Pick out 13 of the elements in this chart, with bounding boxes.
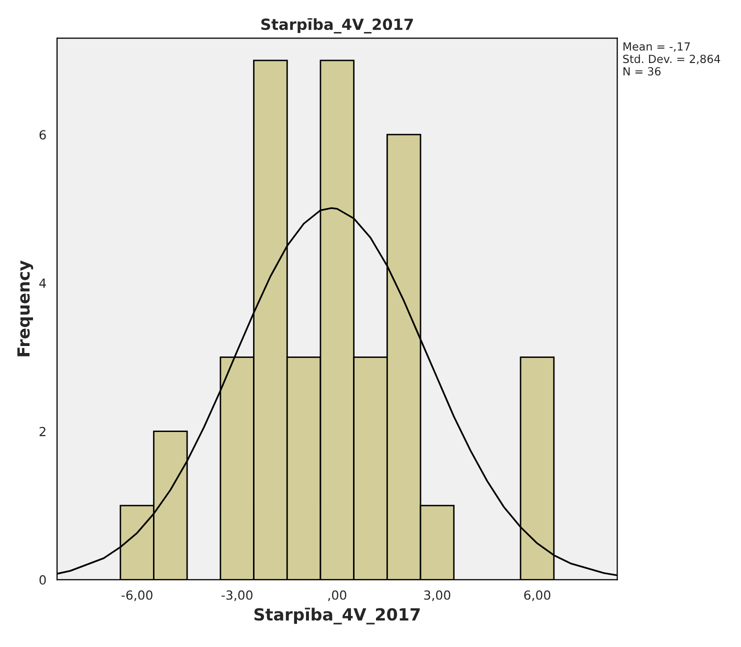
x-tick-label: ,00 (328, 590, 346, 602)
y-axis-title: Frequency (17, 260, 34, 356)
y-tick-label: 0 (40, 575, 46, 585)
chart-title: Starpība_4V_2017 (261, 18, 413, 34)
x-tick-label: -3,00 (222, 590, 252, 602)
y-tick-label: 6 (40, 130, 46, 140)
x-tick-label: 3,00 (424, 590, 450, 602)
y-tick-label: 4 (39, 278, 46, 288)
text: Mean = -,17 Std. Dev. = 2,864 N = 36 (623, 42, 720, 76)
x-tick-label: -6,00 (122, 590, 152, 602)
x-tick-label: 6,00 (524, 590, 550, 602)
y-tick-label: 2 (40, 426, 46, 436)
x-axis-title: Starpība_4V_2017 (254, 608, 420, 624)
